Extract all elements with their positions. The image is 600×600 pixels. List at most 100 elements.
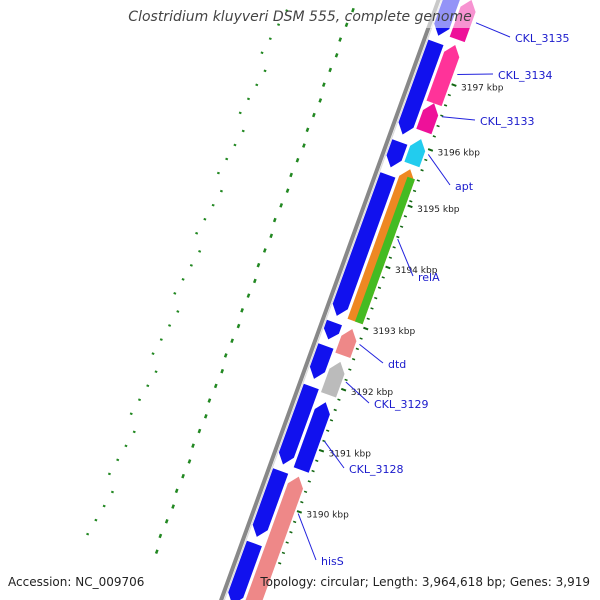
forward-gene[interactable] [252, 468, 289, 537]
minor-tick [351, 358, 356, 361]
gc-skew-mark [253, 278, 257, 284]
minor-tick [333, 408, 337, 412]
tick-mark [385, 265, 391, 270]
gc-content-mark [116, 458, 120, 462]
reverse-gene-ckl-3128[interactable] [293, 402, 330, 473]
gc-content-mark [181, 278, 185, 281]
forward-gene[interactable] [309, 343, 334, 379]
gc-skew-mark [262, 248, 267, 253]
minor-tick [289, 531, 293, 534]
tick-label: 3195 kbp [417, 205, 460, 215]
forward-gene[interactable] [278, 383, 319, 465]
reverse-gene-ckl-3134[interactable] [426, 45, 460, 107]
gene-label[interactable]: CKL_3129 [374, 398, 429, 411]
tick-mark [296, 510, 303, 514]
gene-label[interactable]: hisS [321, 555, 344, 568]
minor-tick [307, 480, 311, 483]
reverse-gene-ckl-3129[interactable] [321, 361, 345, 398]
minor-tick [374, 296, 378, 300]
gc-skew-mark [191, 443, 195, 449]
gc-content-mark [195, 231, 199, 235]
gc-content-mark [129, 412, 133, 416]
gc-content-mark [132, 430, 136, 434]
backbone-highlight [223, 0, 443, 600]
tick-label: 3196 kbp [438, 149, 481, 159]
gc-skew-mark [187, 459, 192, 464]
label-leader-line [397, 238, 414, 277]
gc-content-mark [159, 338, 163, 341]
gc-skew-mark [223, 353, 228, 358]
gc-content-mark [211, 203, 215, 207]
gene-label[interactable]: CKL_3128 [349, 463, 404, 476]
gc-skew-mark [154, 549, 159, 555]
gc-content-mark [146, 384, 150, 388]
position-ticks: 3197 kbp 3196 kbp 3195 kbp 3194 kbp 3193 kbp… [278, 83, 504, 565]
minor-tick [315, 459, 319, 462]
forward-gene[interactable] [323, 319, 342, 340]
map-title: Clostridium kluyveri DSM 555, complete g… [128, 9, 472, 25]
gene-label[interactable]: CKL_3134 [498, 69, 553, 82]
forward-strand-track [228, 0, 460, 600]
gc-skew-mark [312, 112, 316, 118]
gene-label[interactable]: apt [455, 180, 474, 193]
minor-tick [381, 276, 385, 279]
minor-tick [399, 225, 404, 228]
minor-tick [359, 337, 363, 340]
reverse-gene-dtd[interactable] [335, 329, 357, 358]
gc-content-mark [260, 51, 264, 55]
tick-label: 3193 kbp [373, 327, 416, 337]
forward-gene[interactable] [386, 139, 408, 168]
gc-skew-mark [171, 504, 175, 509]
forward-gene[interactable] [228, 540, 262, 600]
gc-skew-mark [302, 143, 306, 148]
reverse-gene-rela-overlap [355, 176, 415, 325]
gc-skew-mark [305, 127, 310, 133]
minor-tick [409, 200, 413, 203]
minor-tick [355, 347, 360, 351]
gene-label[interactable]: CKL_3133 [480, 115, 535, 128]
title-backdrop [380, 0, 500, 28]
gc-content-mark [277, 23, 281, 27]
forward-gene[interactable] [332, 172, 396, 316]
gc-skew-mark [318, 98, 323, 103]
gc-skew-mark [289, 172, 293, 178]
gc-content-mark [268, 37, 272, 41]
minor-tick [436, 124, 440, 128]
topology-text: Topology: circular; Length: 3,964,618 bp… [260, 575, 590, 589]
reverse-gene-hiss[interactable] [243, 476, 303, 600]
gc-skew-mark [338, 37, 343, 42]
forward-gene[interactable] [398, 39, 444, 135]
minor-tick [278, 562, 282, 565]
minor-tick [326, 429, 330, 432]
minor-tick [396, 235, 400, 239]
minor-tick [432, 135, 436, 138]
minor-tick [293, 520, 297, 524]
gc-skew-track [86, 7, 355, 555]
gc-skew-mark [164, 518, 169, 524]
minor-tick [337, 398, 341, 401]
gc-content-mark [176, 310, 180, 313]
tick-label: 3192 kbp [351, 388, 394, 398]
minor-tick [403, 215, 408, 218]
gc-skew-mark [334, 52, 339, 58]
label-leader-line [345, 381, 370, 404]
gc-skew-mark [207, 398, 212, 403]
gene-label[interactable]: CKL_3135 [515, 32, 570, 45]
minor-tick [344, 378, 348, 382]
gene-label[interactable]: relA [418, 271, 440, 284]
accession-text: Accession: NC_009706 [8, 575, 145, 589]
gene-label[interactable]: dtd [388, 358, 406, 371]
minor-tick [303, 490, 308, 494]
reverse-gene-ckl-3133[interactable] [416, 103, 439, 135]
minor-tick [392, 246, 396, 249]
gc-content-mark [219, 189, 223, 193]
minor-tick [412, 189, 417, 193]
gc-content-mark [246, 97, 251, 101]
tick-label: 3194 kbp [395, 266, 438, 276]
gc-content-mark [238, 111, 242, 115]
gc-skew-mark [158, 533, 163, 539]
reverse-gene-apt[interactable] [404, 139, 426, 168]
